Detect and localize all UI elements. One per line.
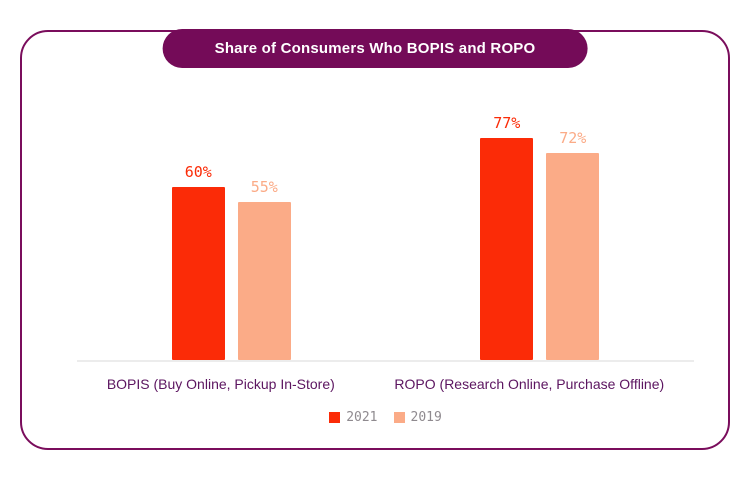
bar-value-label: 60%: [184, 163, 212, 181]
legend-label: 2019: [410, 410, 442, 425]
chart-body: 60% 55% 77% 72% BOPIS (Buy Online, Pickup I…: [77, 72, 694, 425]
category-axis: BOPIS (Buy Online, Pickup In-Store) ROPO …: [77, 376, 694, 392]
legend-swatch-icon: [329, 412, 341, 423]
legend: 2021 2019: [77, 410, 694, 425]
legend-item-2019: 2019: [393, 410, 442, 425]
category-label-1: ROPO (Research Online, Purchase Offline): [394, 376, 665, 392]
bars: 60% 55%: [171, 163, 291, 360]
bars: 77% 72%: [480, 114, 600, 360]
bar-2019-group-0: 55%: [237, 178, 291, 360]
bar-2019-group-1: 72%: [546, 129, 600, 360]
legend-item-2021: 2021: [329, 410, 378, 425]
plot-area: 60% 55% 77% 72%: [77, 72, 694, 360]
bar-value-label: 77%: [493, 114, 521, 132]
bar-2021-group-0: 60%: [171, 163, 225, 360]
category-label-0: BOPIS (Buy Online, Pickup In-Store): [106, 376, 335, 392]
legend-swatch-icon: [393, 412, 405, 423]
chart-card: Share of Consumers Who BOPIS and ROPO 60…: [20, 29, 730, 450]
chart-title: Share of Consumers Who BOPIS and ROPO: [214, 40, 536, 57]
bar-group-1: 77% 72%: [480, 114, 600, 360]
legend-label: 2021: [346, 410, 378, 425]
bar-2021-group-1: 77%: [480, 114, 534, 360]
bar-value-label: 72%: [559, 129, 587, 147]
x-axis-line: [77, 360, 694, 362]
bar-group-0: 60% 55%: [171, 163, 291, 360]
chart-title-pill: Share of Consumers Who BOPIS and ROPO: [162, 29, 588, 68]
bar-value-label: 55%: [250, 178, 278, 196]
